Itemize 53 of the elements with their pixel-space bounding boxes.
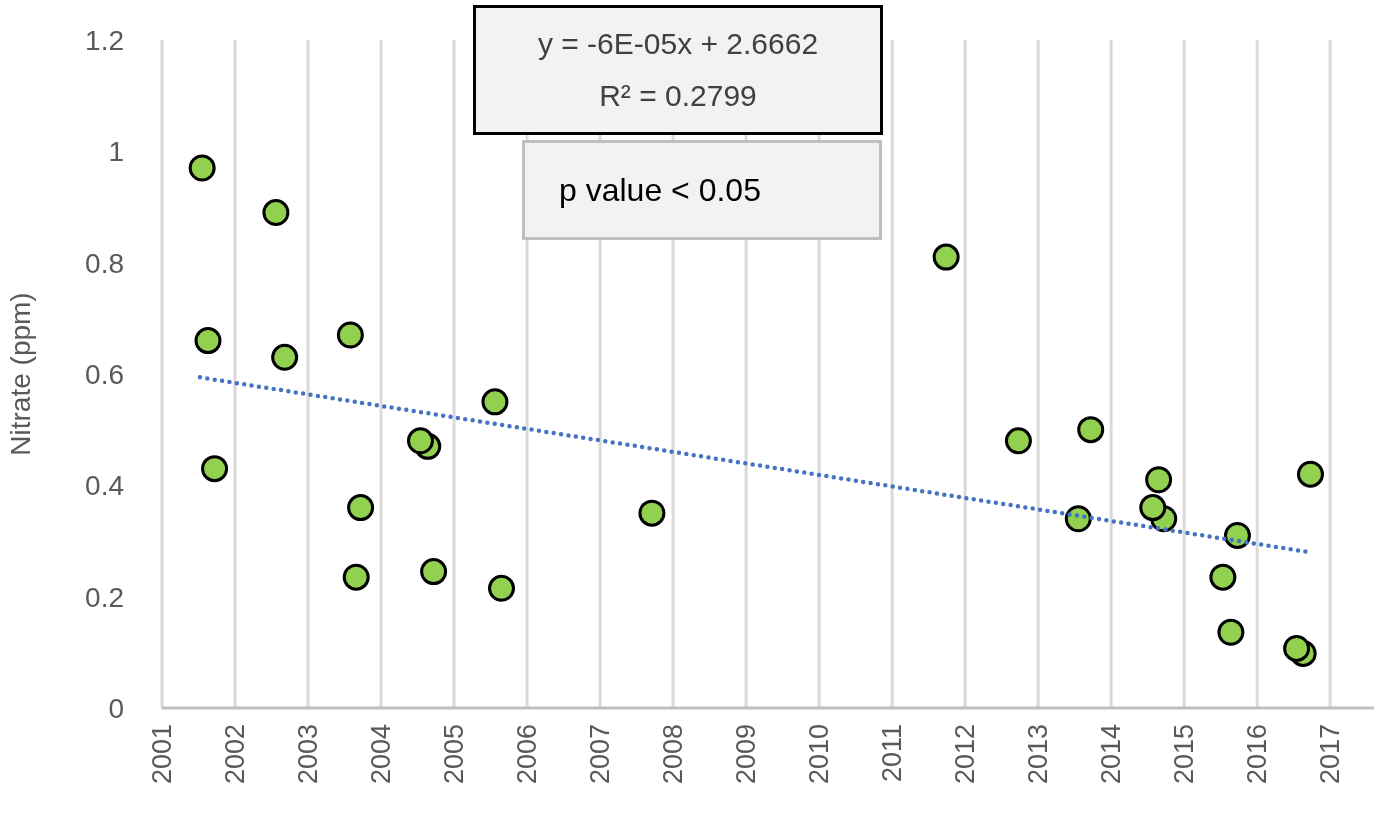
x-tick-label: 2002 xyxy=(220,724,251,785)
point xyxy=(1077,416,1105,444)
y-tick-label: 0.8 xyxy=(85,247,124,279)
point xyxy=(342,563,370,591)
point xyxy=(638,499,666,527)
point xyxy=(1004,427,1032,455)
annotation: y = -6E-05x + 2.6662 xyxy=(537,26,819,62)
point xyxy=(271,343,299,371)
y-axis-title: Nitrate (ppm) xyxy=(4,292,36,456)
point xyxy=(420,558,448,586)
x-tick-label: 2006 xyxy=(512,724,543,785)
x-tick-label: 2011 xyxy=(877,724,908,783)
point xyxy=(1145,466,1173,494)
annotation: R² = 0.2799 xyxy=(599,78,757,114)
point xyxy=(201,455,229,483)
x-tick-label: 2012 xyxy=(950,724,981,785)
y-tick-label: 0 xyxy=(108,692,124,724)
y-tick-label: 1 xyxy=(108,136,124,168)
x-tick-label: 2005 xyxy=(439,724,470,785)
x-tick-label: 2015 xyxy=(1169,724,1200,785)
point xyxy=(1283,634,1311,662)
text-box: p value < 0.05 xyxy=(522,140,882,240)
text-box: y = -6E-05x + 2.6662 R² = 0.2799 xyxy=(473,5,883,135)
point xyxy=(262,199,290,227)
x-tick-label: 2014 xyxy=(1096,724,1127,785)
point xyxy=(336,321,364,349)
x-tick-label: 2010 xyxy=(804,724,835,785)
point xyxy=(194,327,222,355)
point xyxy=(1217,618,1245,646)
y-tick-label: 0.4 xyxy=(85,470,124,502)
point xyxy=(1209,563,1237,591)
x-tick-label: 2016 xyxy=(1242,724,1273,785)
point xyxy=(481,388,509,416)
x-tick-label: 2017 xyxy=(1315,724,1346,785)
y-tick-label: 0.6 xyxy=(85,358,124,390)
point xyxy=(406,427,434,455)
point xyxy=(488,574,516,602)
y-tick-label: 1.2 xyxy=(85,24,124,56)
x-tick-label: 2008 xyxy=(658,724,689,785)
x-tick-label: 2003 xyxy=(293,724,324,785)
point xyxy=(188,154,216,182)
point xyxy=(1223,521,1251,549)
x-tick-label: 2001 xyxy=(147,724,177,785)
point xyxy=(932,243,960,271)
point xyxy=(1064,505,1092,533)
x-tick-label: 2004 xyxy=(366,724,397,785)
point xyxy=(347,494,375,522)
x-tick-label: 2013 xyxy=(1023,724,1054,785)
point xyxy=(1296,460,1324,488)
point xyxy=(1139,494,1167,522)
x-tick-label: 2007 xyxy=(585,724,616,785)
x-tick-label: 2009 xyxy=(731,724,762,785)
y-tick-label: 0.2 xyxy=(85,581,124,613)
